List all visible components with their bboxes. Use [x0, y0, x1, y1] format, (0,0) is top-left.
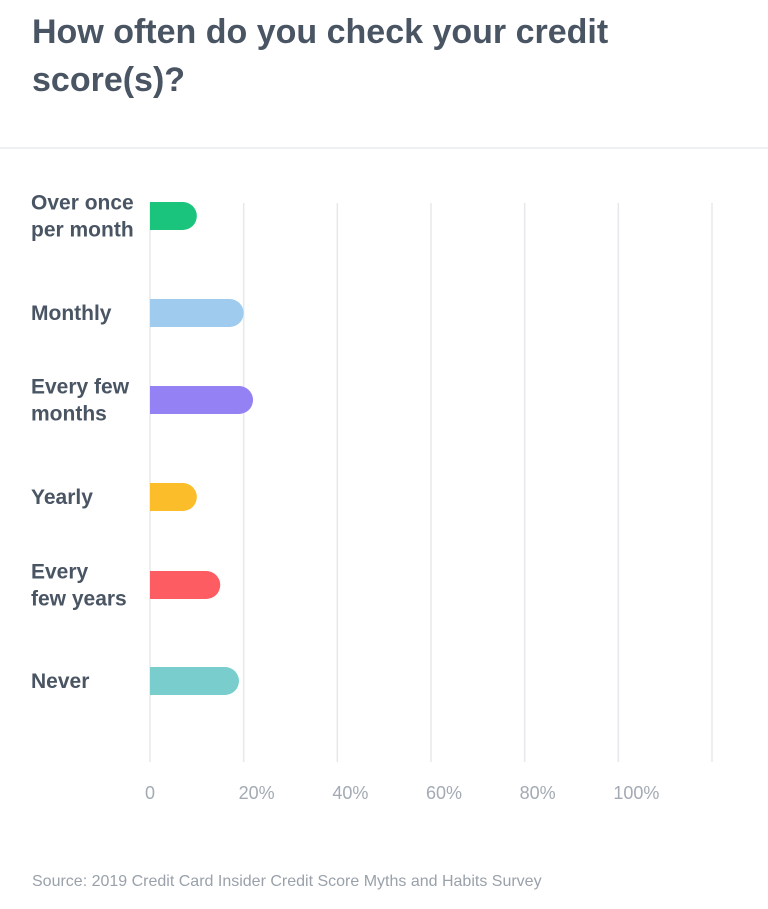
bar: [150, 571, 221, 599]
x-tick-label: 60%: [426, 783, 462, 803]
source-note: Source: 2019 Credit Card Insider Credit …: [32, 873, 542, 890]
bar: [150, 386, 254, 414]
gridlines: [149, 203, 713, 762]
category-label: Every few: [31, 376, 130, 399]
category-label: Every: [31, 561, 89, 584]
title-divider: [0, 147, 768, 149]
bar: [150, 667, 239, 695]
category-labels: Over once per month Monthly Every few months…: [31, 192, 134, 694]
bar: [150, 299, 244, 327]
bars: [150, 202, 254, 695]
category-label: Monthly: [31, 302, 112, 325]
x-tick-label: 40%: [332, 783, 368, 803]
category-label: Yearly: [31, 486, 93, 509]
category-label: months: [31, 403, 107, 426]
bar-chart: Over once per month Monthly Every few months…: [31, 192, 713, 803]
x-tick-label: 0: [145, 783, 155, 803]
x-tick-label: 80%: [520, 783, 556, 803]
category-label: Over once: [31, 192, 134, 215]
x-axis-ticks: 0 20% 40% 60% 80% 100%: [145, 783, 659, 803]
bar: [150, 202, 197, 230]
category-label: Never: [31, 670, 89, 693]
x-tick-label: 20%: [239, 783, 275, 803]
x-tick-label: 100%: [613, 783, 659, 803]
category-label: per month: [31, 219, 134, 242]
chart-title: How often do you check your credit score…: [32, 13, 609, 99]
category-label: few years: [31, 588, 127, 611]
bar: [150, 483, 197, 511]
